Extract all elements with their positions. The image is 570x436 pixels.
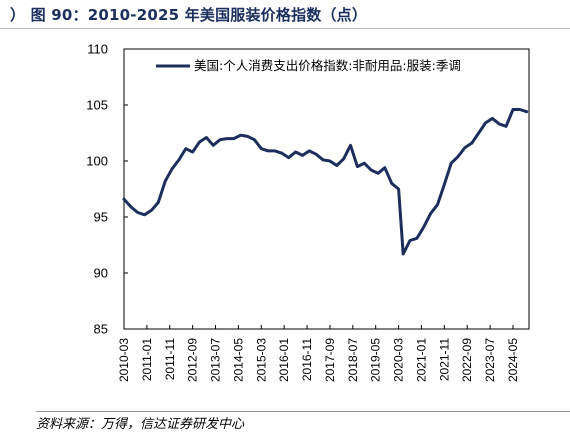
x-tick-label: 2016-11 xyxy=(300,338,314,381)
y-tick-label: 110 xyxy=(87,42,108,57)
y-tick-label: 105 xyxy=(86,98,108,113)
plot-frame xyxy=(123,48,530,330)
x-tick-label: 2021-11 xyxy=(437,338,451,381)
legend: 美国:个人消费支出价格指数:非耐用品:服装:季调 xyxy=(156,58,461,73)
y-tick-label: 95 xyxy=(94,210,108,225)
x-tick-label: 2011-11 xyxy=(163,338,177,381)
x-tick-label: 2011-01 xyxy=(140,338,154,381)
title-divider xyxy=(0,28,570,29)
y-tick-label: 90 xyxy=(94,266,108,281)
series-line xyxy=(122,108,529,256)
source-divider xyxy=(36,411,570,412)
x-tick-label: 2019-05 xyxy=(369,338,383,382)
chart-title: ） 图 90：2010-2025 年美国服装价格指数（点） xyxy=(10,6,368,24)
x-tick-label: 2020-03 xyxy=(392,338,406,382)
x-tick-label: 2023-07 xyxy=(483,338,497,382)
x-tick-label: 2017-09 xyxy=(323,338,337,382)
y-tick-label: 85 xyxy=(94,322,108,337)
y-tick-label: 100 xyxy=(86,154,108,169)
x-tick-label: 2013-07 xyxy=(209,338,223,382)
x-tick-label: 2018-07 xyxy=(346,338,360,382)
x-tick-label: 2021-01 xyxy=(414,338,428,382)
x-tick-label: 2012-09 xyxy=(186,338,200,382)
source-note: 资料来源：万得，信达证券研发中心 xyxy=(36,417,245,432)
x-tick-label: 2015-03 xyxy=(254,338,268,382)
x-tick-label: 2024-05 xyxy=(506,338,520,382)
x-tick-label: 2010-03 xyxy=(117,338,131,382)
x-tick-label: 2014-05 xyxy=(231,338,245,382)
x-tick-label: 2016-01 xyxy=(277,338,291,382)
legend-label: 美国:个人消费支出价格指数:非耐用品:服装:季调 xyxy=(194,58,461,73)
x-tick-label: 2022-09 xyxy=(460,338,474,382)
